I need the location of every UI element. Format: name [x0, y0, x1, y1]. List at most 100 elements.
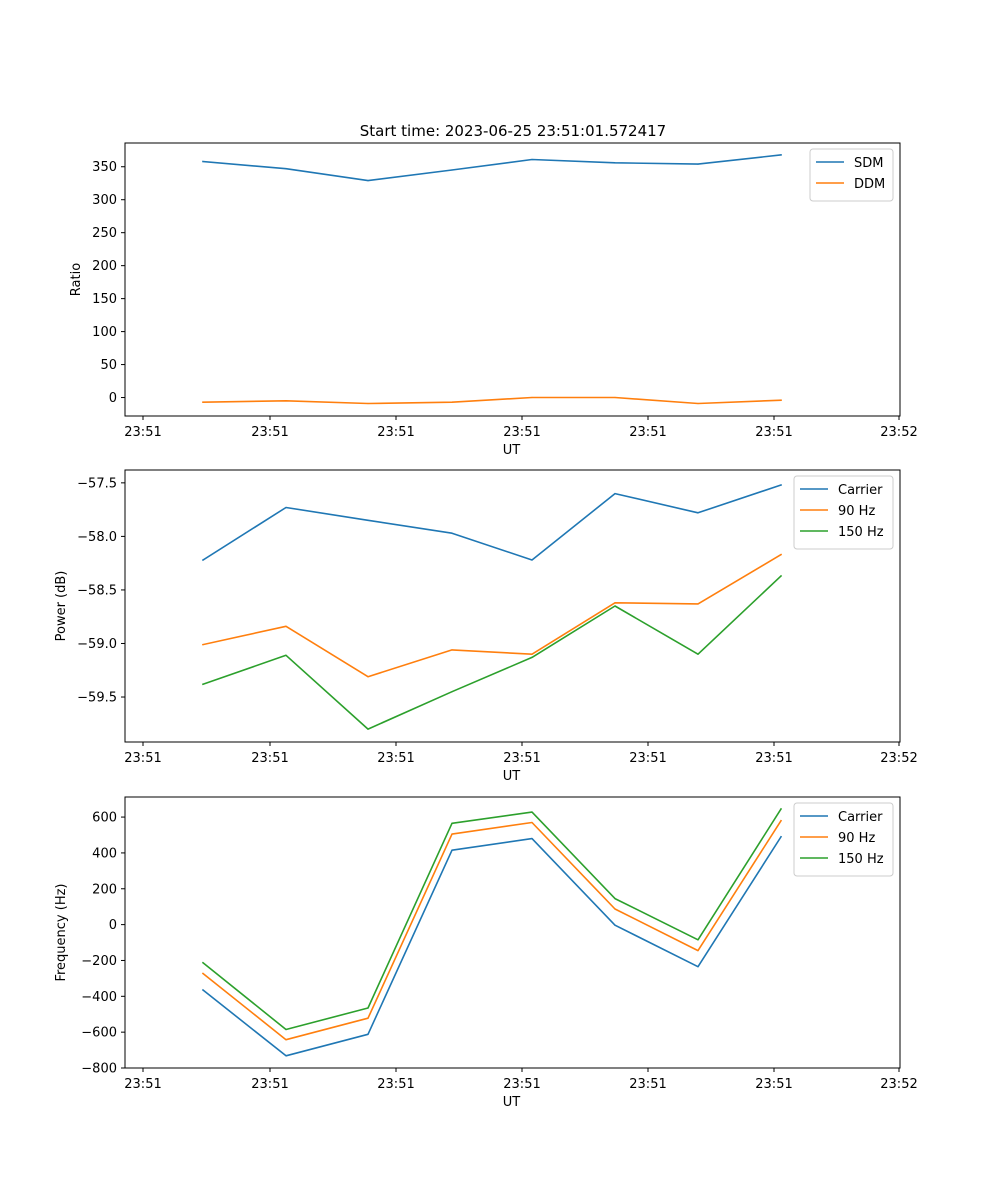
x-axis-label: UT	[503, 443, 521, 458]
data-point	[285, 1055, 287, 1057]
x-tick-label: 23:51	[377, 751, 414, 766]
data-point	[531, 811, 533, 813]
x-tick-label: 23:51	[251, 751, 288, 766]
data-point	[780, 575, 782, 577]
data-point	[614, 493, 616, 495]
data-point	[285, 506, 287, 509]
y-tick-label: −800	[81, 1062, 117, 1077]
y-tick-label: −400	[81, 990, 117, 1005]
data-point	[367, 402, 369, 405]
axes-frame	[124, 142, 901, 417]
data-point	[780, 808, 782, 810]
x-tick-label: 23:51	[503, 425, 540, 440]
series-line	[201, 807, 783, 1031]
data-point	[614, 162, 616, 164]
legend-label: 150 Hz	[838, 852, 884, 867]
y-tick-label: −600	[81, 1026, 117, 1041]
y-tick-label: 300	[92, 193, 117, 208]
y-tick-label: −200	[81, 954, 117, 969]
y-tick-label: 150	[92, 292, 117, 307]
legend-label: SDM	[854, 156, 883, 171]
data-point	[202, 989, 204, 991]
data-point	[367, 676, 369, 678]
data-point	[202, 559, 204, 561]
series-line	[201, 483, 783, 562]
data-point	[285, 400, 287, 402]
y-axis-label: Ratio	[69, 263, 84, 296]
data-point	[451, 532, 453, 534]
y-tick-label: −58.5	[77, 583, 117, 598]
data-point	[697, 512, 699, 514]
y-tick-label: −59.5	[77, 691, 117, 706]
x-tick-label: 23:51	[755, 425, 792, 440]
y-axis-label: Frequency (Hz)	[54, 883, 69, 981]
data-point	[614, 924, 616, 926]
data-point	[202, 972, 204, 975]
x-axis-label: UT	[503, 1095, 521, 1110]
y-tick-label: 400	[92, 846, 117, 861]
y-tick-label: 600	[92, 811, 117, 826]
legend-label: 150 Hz	[838, 525, 884, 540]
legend-label: 90 Hz	[838, 504, 875, 519]
data-point	[451, 401, 453, 403]
data-point	[780, 554, 782, 556]
data-point	[531, 656, 533, 659]
x-tick-label: 23:52	[880, 751, 917, 766]
legend-label: Carrier	[838, 483, 883, 498]
data-point	[451, 822, 453, 824]
data-point	[451, 691, 453, 693]
figure-title: Start time: 2023-06-25 23:51:01.572417	[360, 122, 666, 140]
x-tick-label: 23:51	[251, 425, 288, 440]
x-tick-label: 23:51	[503, 1077, 540, 1092]
y-tick-label: 50	[100, 358, 117, 373]
data-point	[697, 603, 699, 605]
data-point	[451, 849, 453, 851]
data-point	[202, 962, 204, 964]
x-tick-label: 23:51	[124, 751, 161, 766]
data-point	[367, 519, 369, 521]
data-point	[367, 1007, 369, 1009]
series-line	[201, 574, 783, 730]
chart-panel: 23:51 23:51 23:51 23:51 23:51 23:51 23:52 −59.5…	[54, 469, 918, 784]
data-point	[531, 158, 533, 161]
data-point	[531, 653, 533, 655]
axes-frame	[124, 469, 901, 743]
data-point	[531, 559, 533, 561]
data-point	[367, 728, 369, 730]
x-tick-label: 23:52	[880, 425, 917, 440]
data-point	[614, 898, 616, 900]
data-point	[780, 484, 782, 486]
data-point	[697, 939, 699, 941]
data-point	[202, 644, 204, 646]
data-point	[531, 838, 533, 840]
data-point	[285, 1039, 287, 1041]
chart-panel: 23:51 23:51 23:51 23:51 23:51 23:51 23:52 −800 −…	[54, 796, 918, 1110]
y-tick-label: 0	[109, 391, 117, 406]
data-point	[285, 625, 287, 627]
data-point	[202, 401, 204, 403]
y-tick-label: 350	[92, 160, 117, 175]
data-point	[697, 653, 699, 655]
series-line	[201, 835, 783, 1057]
series-line	[202, 553, 783, 678]
y-tick-label: 200	[92, 259, 117, 274]
y-tick-label: −59.0	[77, 637, 117, 652]
x-tick-label: 23:51	[629, 425, 666, 440]
data-point	[780, 399, 782, 401]
x-axis-label: UT	[503, 769, 521, 784]
data-point	[451, 833, 453, 835]
axes-frame	[124, 796, 901, 1069]
legend-label: 90 Hz	[838, 831, 875, 846]
data-point	[614, 396, 616, 399]
data-point	[451, 169, 453, 171]
x-tick-label: 23:51	[629, 751, 666, 766]
series-line	[202, 154, 782, 182]
x-tick-label: 23:51	[377, 1077, 414, 1092]
legend-label: Carrier	[838, 810, 883, 825]
y-tick-label: 200	[92, 882, 117, 897]
y-tick-label: 100	[92, 325, 117, 340]
data-point	[614, 908, 616, 910]
panels: 23:51 23:51 23:51 23:51 23:51 23:51 23:52 0 50 10…	[54, 142, 918, 1110]
legend-label: DDM	[854, 177, 885, 192]
